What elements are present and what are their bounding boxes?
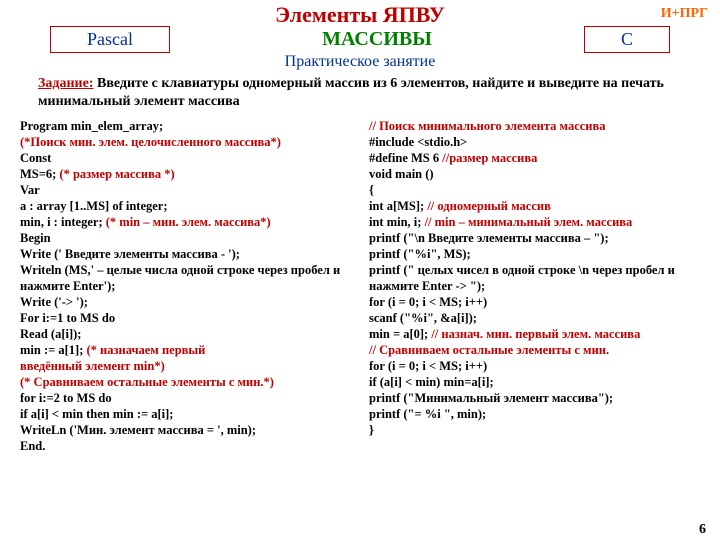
code-comment: // min – минимальный элем. массива	[425, 215, 633, 229]
code-line: for i:=2 to MS do	[20, 391, 112, 405]
task-block: Задание: Введите с клавиатуры одномерный…	[0, 71, 720, 112]
code-line: int a[MS];	[369, 199, 427, 213]
code-line: Writeln (MS,' – целые числа одной строке…	[20, 263, 340, 293]
code-comment: // Сравниваем остальные элементы с мин.	[369, 343, 609, 357]
code-line: min, i : integer;	[20, 215, 106, 229]
code-line: End.	[20, 439, 45, 453]
code-comment: (* Сравниваем остальные элементы с мин.*…	[20, 375, 274, 389]
main-title: Элементы ЯПВУ	[0, 2, 720, 28]
corner-label: И+ПРГ	[661, 6, 708, 22]
code-line: Const	[20, 151, 51, 165]
code-line: {	[369, 183, 374, 197]
code-line: }	[369, 423, 374, 437]
code-line: #define MS 6	[369, 151, 442, 165]
code-line: int min, i;	[369, 215, 425, 229]
c-code: // Поиск минимального элемента массива #…	[369, 118, 710, 454]
code-line: printf ("= %i ", min);	[369, 407, 486, 421]
code-comment: (* min – мин. элем. массива*)	[106, 215, 271, 229]
code-line: scanf ("%i", &a[i]);	[369, 311, 477, 325]
code-line: for (i = 0; i < MS; i++)	[369, 295, 487, 309]
task-label: Задание:	[38, 76, 93, 91]
code-line: Write (' Введите элементы массива - ');	[20, 247, 240, 261]
code-line: #include	[369, 135, 417, 149]
code-line: Var	[20, 183, 40, 197]
code-line: MS=6;	[20, 167, 59, 181]
code-line: printf (" целых чисел в одной строке \n …	[369, 263, 675, 293]
code-line: Program min_elem_array;	[20, 119, 163, 133]
code-line: Begin	[20, 231, 51, 245]
code-comment: // одномерный массив	[427, 199, 551, 213]
code-comment: (* назначаем первый	[87, 343, 206, 357]
code-line: Write ('-> ');	[20, 295, 88, 309]
code-line: if (a[i] < min) min=a[i];	[369, 375, 494, 389]
code-comment: // Поиск минимального элемента массива	[369, 119, 606, 133]
code-line: printf ("Минимальный элемент массива");	[369, 391, 613, 405]
page-number: 6	[699, 522, 706, 538]
code-comment: введённый элемент min*)	[20, 359, 165, 373]
code-line: Read (a[i]);	[20, 327, 81, 341]
arrays-label: МАССИВЫ	[322, 28, 432, 51]
pascal-badge: Pascal	[50, 26, 170, 53]
code-line: a : array [1..MS] of integer;	[20, 199, 168, 213]
code-line: for (i = 0; i < MS; i++)	[369, 359, 487, 373]
pascal-code: Program min_elem_array; (*Поиск мин. эле…	[20, 118, 361, 454]
code-line: min := a[1];	[20, 343, 87, 357]
c-badge: C	[584, 26, 670, 53]
code-line: min = a[0];	[369, 327, 431, 341]
code-line: WriteLn ('Мин. элемент массива = ', min)…	[20, 423, 256, 437]
code-line: printf ("%i", MS);	[369, 247, 471, 261]
code-line: printf ("\n Введите элементы массива – "…	[369, 231, 609, 245]
code-line: <stdio.h>	[417, 135, 467, 149]
code-comment: // назнач. мин. первый элем. массива	[431, 327, 640, 341]
code-line: if a[i] < min then min := a[i];	[20, 407, 173, 421]
subtitle: Практическое занятие	[0, 53, 720, 71]
code-comment: (* размер массива *)	[59, 167, 174, 181]
code-comment: //размер массива	[442, 151, 537, 165]
code-line: For i:=1 to MS do	[20, 311, 115, 325]
code-comment: (*Поиск мин. элем. целочисленного массив…	[20, 135, 281, 149]
code-line: void main ()	[369, 167, 434, 181]
task-text: Введите с клавиатуры одномерный массив и…	[38, 76, 664, 109]
badge-row: Pascal МАССИВЫ C	[0, 26, 720, 53]
